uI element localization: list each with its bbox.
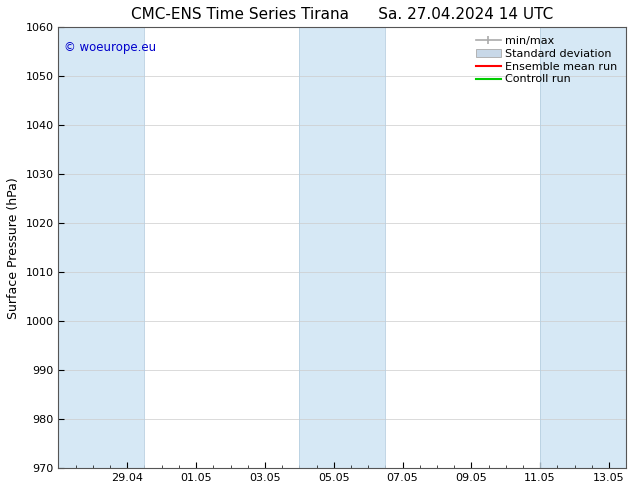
Legend: min/max, Standard deviation, Ensemble mean run, Controll run: min/max, Standard deviation, Ensemble me… — [473, 33, 621, 88]
Text: © woeurope.eu: © woeurope.eu — [64, 41, 157, 53]
Bar — [299, 27, 385, 468]
Y-axis label: Surface Pressure (hPa): Surface Pressure (hPa) — [7, 177, 20, 318]
Bar — [540, 27, 626, 468]
Bar — [58, 27, 145, 468]
Title: CMC-ENS Time Series Tirana      Sa. 27.04.2024 14 UTC: CMC-ENS Time Series Tirana Sa. 27.04.202… — [131, 7, 553, 22]
